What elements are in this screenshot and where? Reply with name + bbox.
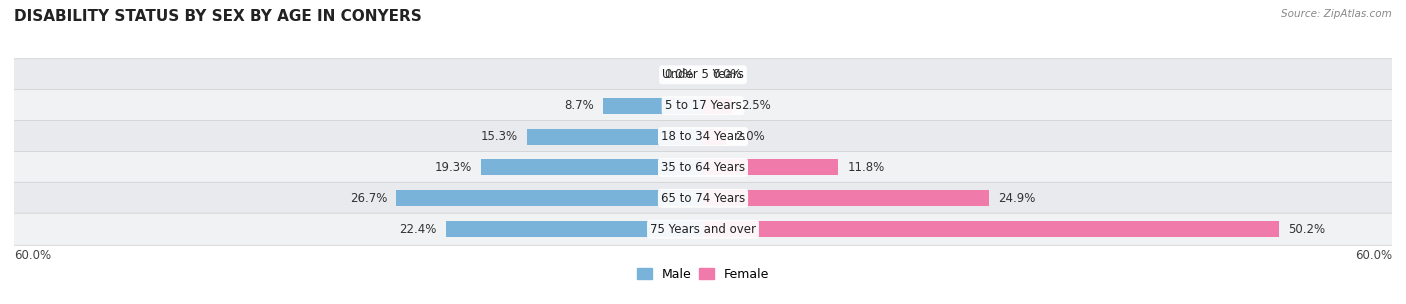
Bar (527, 129, 703, 145)
Text: 75 Years and over: 75 Years and over (650, 223, 756, 236)
Text: 2.0%: 2.0% (735, 130, 765, 143)
Text: 26.7%: 26.7% (350, 192, 387, 205)
Text: 11.8%: 11.8% (848, 161, 884, 174)
Text: Under 5 Years: Under 5 Years (662, 68, 744, 81)
Text: 0.0%: 0.0% (664, 68, 693, 81)
Bar (527, 129, 703, 145)
Bar (481, 159, 703, 175)
Text: 15.3%: 15.3% (481, 130, 519, 143)
Text: 18 to 34 Years: 18 to 34 Years (661, 130, 745, 143)
Legend: Male, Female: Male, Female (631, 263, 775, 286)
Text: 24.9%: 24.9% (998, 192, 1035, 205)
Text: 5 to 17 Years: 5 to 17 Years (665, 99, 741, 112)
FancyBboxPatch shape (14, 90, 1392, 122)
FancyBboxPatch shape (14, 213, 1392, 245)
FancyBboxPatch shape (14, 59, 1392, 91)
Text: 22.4%: 22.4% (399, 223, 437, 236)
Bar (446, 221, 703, 237)
Text: 60.0%: 60.0% (1355, 249, 1392, 262)
Text: 65 to 74 Years: 65 to 74 Years (661, 192, 745, 205)
Text: 8.7%: 8.7% (564, 99, 593, 112)
Bar (603, 98, 703, 114)
Bar (603, 98, 703, 114)
Text: Source: ZipAtlas.com: Source: ZipAtlas.com (1281, 9, 1392, 19)
Text: 50.2%: 50.2% (1289, 223, 1326, 236)
Bar (703, 190, 988, 206)
FancyBboxPatch shape (14, 120, 1392, 153)
Text: DISABILITY STATUS BY SEX BY AGE IN CONYERS: DISABILITY STATUS BY SEX BY AGE IN CONYE… (14, 9, 422, 24)
Text: 35 to 64 Years: 35 to 64 Years (661, 161, 745, 174)
Text: 19.3%: 19.3% (434, 161, 472, 174)
Bar (703, 221, 1279, 237)
Bar (703, 129, 725, 145)
FancyBboxPatch shape (14, 151, 1392, 184)
FancyBboxPatch shape (14, 182, 1392, 214)
Text: 60.0%: 60.0% (14, 249, 51, 262)
Bar (703, 159, 838, 175)
Bar (446, 221, 703, 237)
Bar (481, 159, 703, 175)
Bar (396, 190, 703, 206)
Text: 0.0%: 0.0% (713, 68, 742, 81)
Bar (396, 190, 703, 206)
Bar (703, 98, 731, 114)
Text: 2.5%: 2.5% (741, 99, 770, 112)
